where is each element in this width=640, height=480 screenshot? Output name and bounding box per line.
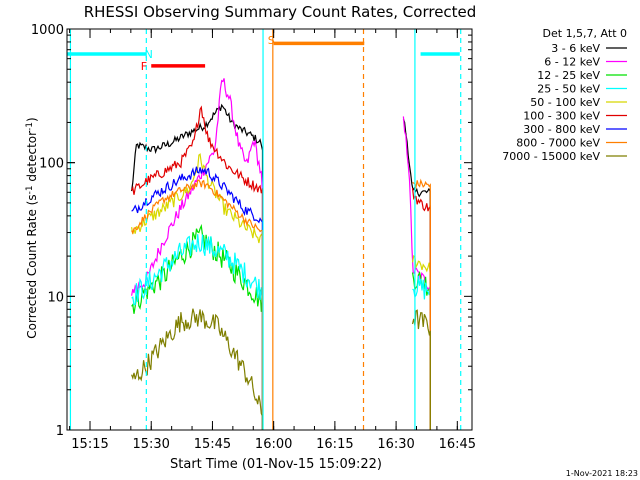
flag-label-1: F	[141, 60, 147, 73]
series-line-5	[131, 105, 431, 430]
plot-timestamp: 1-Nov-2021 18:23	[566, 469, 638, 478]
legend-label-5: 100 - 300 keV	[523, 110, 600, 123]
y-axis-label-sup2: -1	[25, 122, 35, 131]
legend-label-0: 3 - 6 keV	[551, 42, 600, 55]
legend-label-7: 800 - 7000 keV	[516, 137, 600, 150]
legend-label-4: 50 - 100 keV	[530, 96, 600, 109]
chart-title: RHESSI Observing Summary Count Rates, Co…	[84, 3, 477, 21]
y-tick-label-1: 10	[47, 290, 64, 305]
series-line-7	[131, 178, 431, 430]
legend-label-2: 12 - 25 keV	[537, 69, 600, 82]
x-axis-label: Start Time (01-Nov-15 15:09:22)	[170, 457, 382, 472]
legend-header: Det 1,5,7, Att 0	[543, 27, 627, 40]
flag-label-2: S	[268, 34, 275, 47]
x-tick-label-3: 16:00	[255, 437, 292, 452]
y-axis-label-main: Corrected Count Rate (s	[25, 194, 39, 338]
y-axis-label-sup1: -1	[25, 185, 35, 194]
series-line-1	[131, 78, 431, 430]
legend-label-3: 25 - 50 keV	[537, 83, 600, 96]
series-line-6	[131, 166, 264, 430]
series-line-8	[131, 308, 431, 430]
legend-label-1: 6 - 12 keV	[544, 56, 600, 69]
series-line-3	[131, 234, 431, 430]
x-tick-label-4: 16:15	[316, 437, 353, 452]
x-tick-label-5: 16:30	[377, 437, 414, 452]
y-axis-label-close: )	[25, 117, 39, 122]
x-tick-label-6: 16:45	[439, 437, 476, 452]
x-tick-label-1: 15:30	[132, 437, 169, 452]
y-axis-label-rest: detector	[25, 131, 39, 186]
plot-frame	[66, 28, 473, 431]
series-line-4	[131, 153, 431, 430]
x-tick-label-0: 15:15	[71, 437, 108, 452]
y-axis-label: Corrected Count Rate (s-1 detector-1)	[25, 117, 39, 338]
plot-data-group	[131, 78, 431, 430]
flag-label-0: N	[145, 48, 153, 61]
x-tick-label-2: 15:45	[194, 437, 231, 452]
y-tick-label-3: 1000	[31, 23, 64, 38]
legend-label-8: 7000 - 15000 keV	[502, 150, 600, 163]
legend-label-6: 300 - 800 keV	[523, 123, 600, 136]
series-line-0	[131, 103, 431, 430]
y-tick-label-0: 1	[56, 424, 64, 439]
y-tick-label-2: 100	[39, 157, 64, 172]
